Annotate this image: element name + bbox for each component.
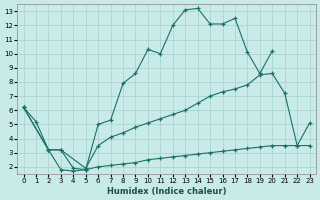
X-axis label: Humidex (Indice chaleur): Humidex (Indice chaleur) — [107, 187, 226, 196]
